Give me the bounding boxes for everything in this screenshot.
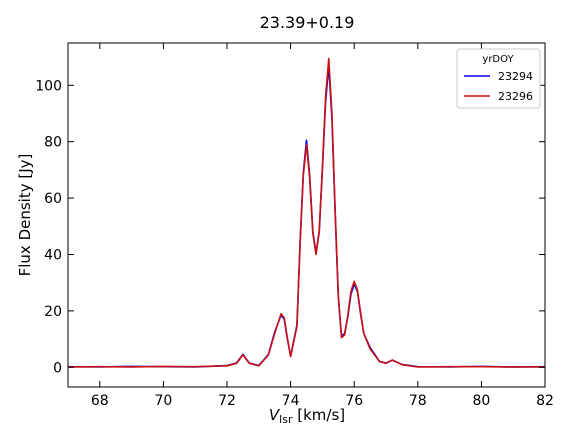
- y-tick-label: 20: [44, 304, 62, 320]
- x-tick-label: 68: [91, 393, 109, 409]
- legend: yrDOY 23294 23296: [456, 48, 541, 109]
- x-tick-label: 82: [536, 393, 554, 409]
- x-axis-label-sub: lsr: [279, 413, 293, 426]
- x-axis-label: Vlsr [km/s]: [269, 406, 345, 426]
- plot-area: [67, 42, 546, 388]
- series-line-23296: [67, 57, 545, 368]
- y-tick-label: 60: [44, 191, 62, 207]
- y-axis: 0 20 40 60 80 100: [35, 78, 545, 376]
- y-axis-label: Flux Density [Jy]: [16, 154, 34, 277]
- legend-label-23296: 23296: [498, 90, 533, 103]
- y-tick-label: 40: [44, 247, 62, 263]
- plot-frame: [67, 42, 546, 388]
- y-tick-label: 100: [35, 78, 62, 94]
- y-tick-label: 80: [44, 135, 62, 151]
- chart-title: 23.39+0.19: [260, 13, 355, 32]
- legend-title: yrDOY: [482, 54, 514, 65]
- legend-box: [456, 48, 541, 109]
- x-tick-label: 78: [409, 393, 427, 409]
- x-axis: 68 70 72 74 76 78 80 82: [91, 43, 554, 409]
- series-layer: [67, 57, 546, 368]
- x-tick-label: 80: [472, 393, 490, 409]
- y-tick-label: 0: [53, 360, 62, 376]
- legend-label-23294: 23294: [498, 70, 533, 83]
- series-line-23294: [67, 64, 546, 368]
- x-tick-label: 72: [218, 393, 236, 409]
- x-tick-label: 70: [154, 393, 172, 409]
- x-tick-label: 74: [282, 393, 300, 409]
- x-axis-label-unit: [km/s]: [292, 406, 345, 424]
- x-axis-label-main: V: [269, 406, 281, 424]
- x-tick-label: 76: [345, 393, 363, 409]
